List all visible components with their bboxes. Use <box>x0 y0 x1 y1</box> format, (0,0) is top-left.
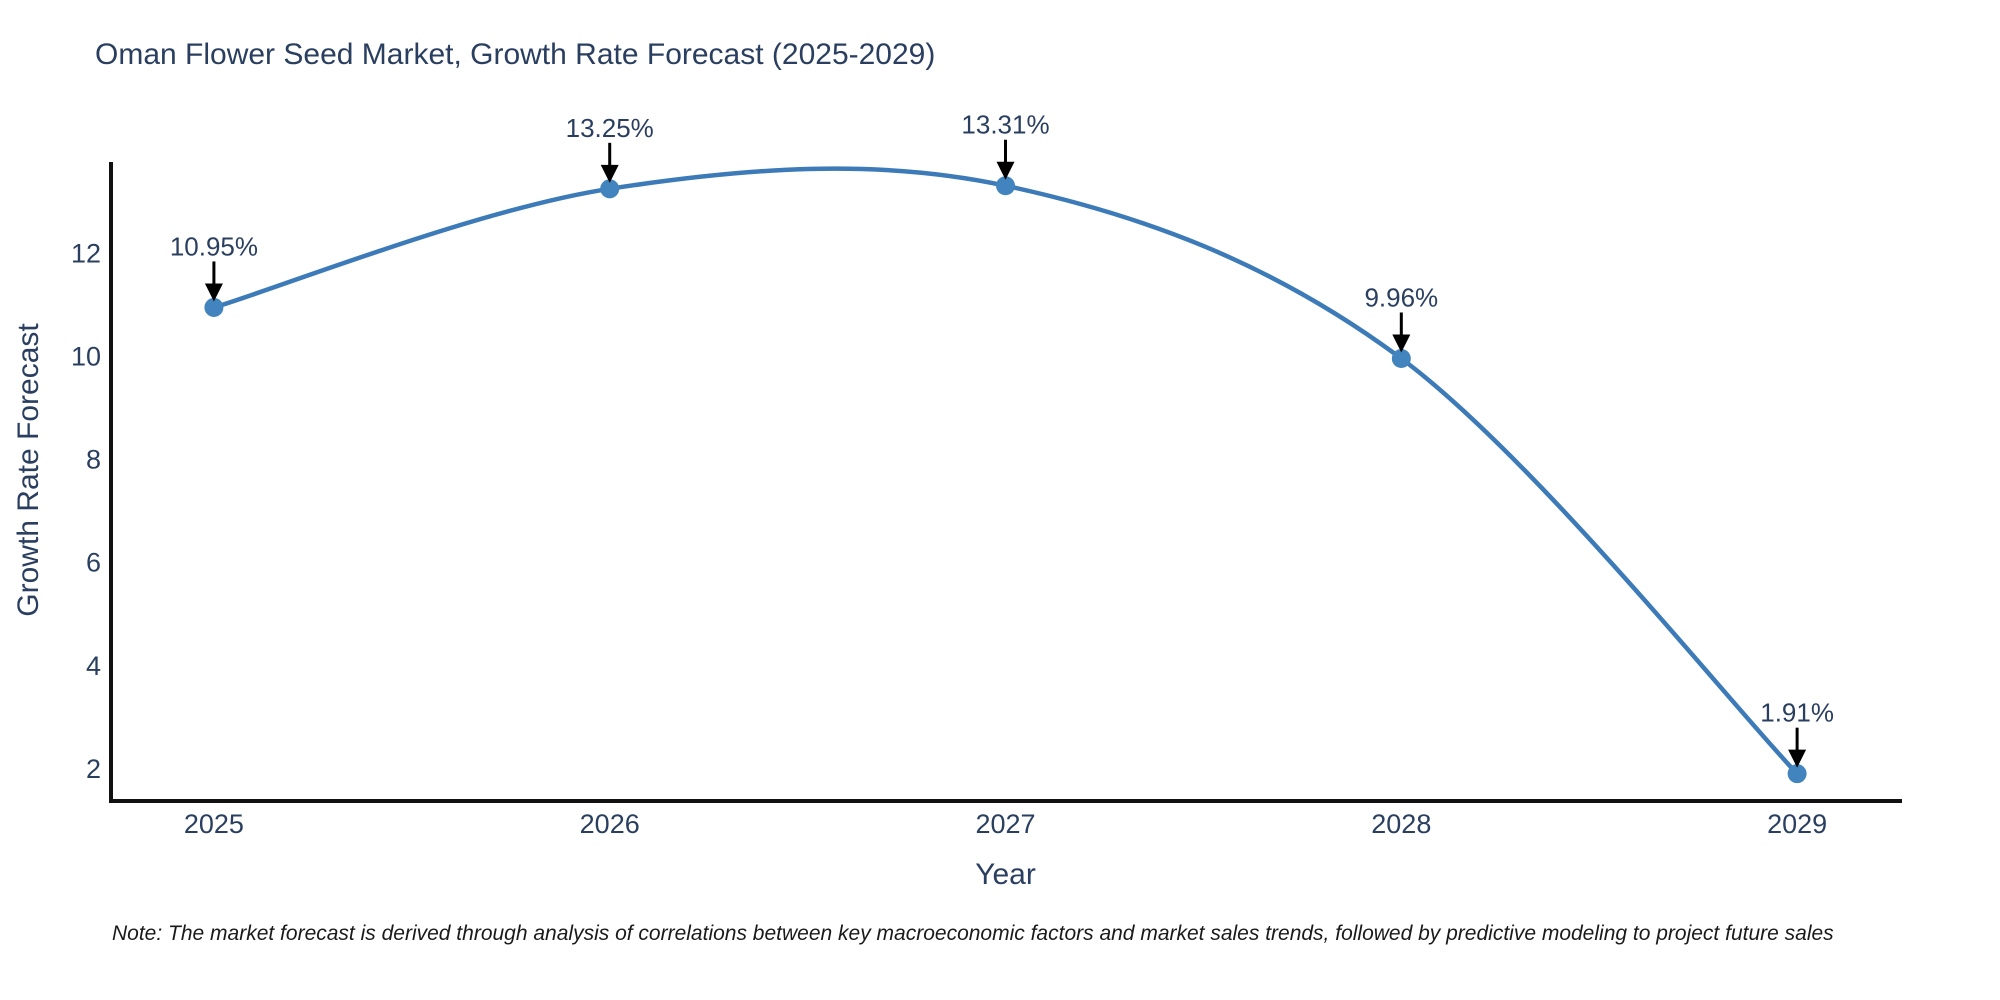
y-tick-label: 10 <box>71 341 101 371</box>
y-tick-label: 6 <box>86 548 101 578</box>
y-tick-label: 4 <box>86 651 101 681</box>
annotation-arrowhead <box>1392 334 1411 353</box>
y-tick-label: 8 <box>86 445 101 475</box>
x-tick-label: 2029 <box>1767 809 1827 839</box>
annotation-arrowhead <box>600 164 619 183</box>
series-line <box>211 166 1800 776</box>
data-point-marker <box>1787 764 1807 784</box>
x-tick-label: 2025 <box>184 809 244 839</box>
annotation-arrowhead <box>204 283 223 302</box>
annotation-label: 13.31% <box>961 110 1049 140</box>
annotation-label: 13.25% <box>566 113 654 143</box>
x-tick-label: 2027 <box>975 809 1035 839</box>
data-point-marker <box>1391 348 1411 368</box>
data-point-marker <box>996 176 1016 196</box>
annotation-label: 9.96% <box>1364 282 1438 312</box>
x-tick-label: 2028 <box>1371 809 1431 839</box>
chart-title: Oman Flower Seed Market, Growth Rate For… <box>95 38 936 71</box>
y-tick-label: 2 <box>86 754 101 784</box>
x-axis-title: Year <box>975 858 1036 891</box>
annotation-arrowhead <box>1788 749 1807 768</box>
annotation-label: 1.91% <box>1760 698 1834 728</box>
annotation-label: 10.95% <box>170 231 258 261</box>
data-point-marker <box>600 179 620 199</box>
data-point-marker <box>204 297 224 317</box>
x-tick-label: 2026 <box>580 809 640 839</box>
footnote: Note: The market forecast is derived thr… <box>112 922 1834 945</box>
y-tick-label: 12 <box>71 238 101 268</box>
annotation-arrowhead <box>996 161 1015 180</box>
